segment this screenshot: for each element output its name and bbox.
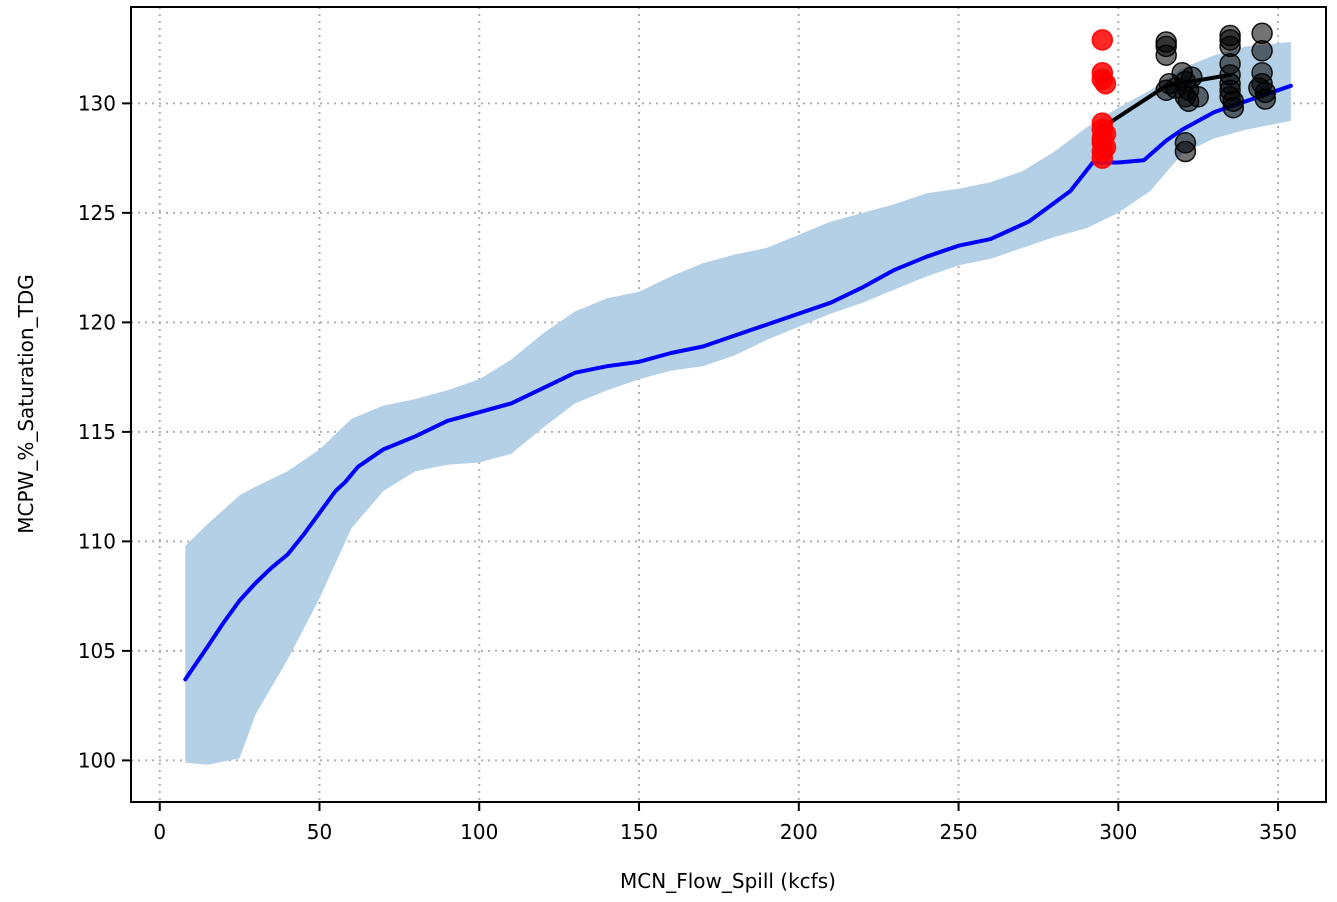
x-tick-label: 300	[1099, 820, 1137, 844]
y-axis-ticks: 100 105 110 115 120 125 130	[78, 91, 131, 772]
x-axis-ticks: 0 50 100 150 200 250 300 350	[153, 802, 1297, 844]
x-tick-label: 200	[780, 820, 818, 844]
x-tick-label: 100	[460, 820, 498, 844]
y-tick-label: 105	[78, 639, 116, 663]
black-data-point	[1181, 66, 1203, 88]
black-data-point	[1248, 77, 1270, 99]
red-data-point	[1091, 29, 1114, 51]
red-data-point	[1091, 147, 1114, 169]
observation-points	[1091, 22, 1277, 169]
black-data-point	[1187, 86, 1209, 108]
black-data-point	[1251, 40, 1273, 62]
x-tick-label: 150	[620, 820, 658, 844]
y-tick-label: 100	[78, 748, 116, 772]
black-data-point	[1155, 44, 1177, 66]
black-data-point	[1174, 140, 1197, 163]
red-data-point	[1094, 72, 1117, 95]
black-data-point	[1222, 96, 1245, 119]
y-tick-label: 125	[78, 201, 116, 225]
plot-frame	[130, 6, 1327, 803]
x-axis-label: MCN_Flow_Spill (kcfs)	[620, 869, 836, 893]
y-tick-label: 130	[78, 91, 116, 115]
x-tick-label: 0	[153, 820, 166, 844]
y-tick-label: 115	[78, 420, 116, 444]
confidence-band	[185, 42, 1291, 765]
y-tick-label: 110	[78, 529, 116, 553]
y-tick-label: 120	[78, 310, 116, 334]
x-tick-label: 350	[1259, 820, 1297, 844]
x-tick-label: 50	[307, 820, 332, 844]
y-axis-label: MCPW_%_Saturation_TDG	[14, 274, 38, 533]
x-tick-label: 250	[939, 820, 977, 844]
